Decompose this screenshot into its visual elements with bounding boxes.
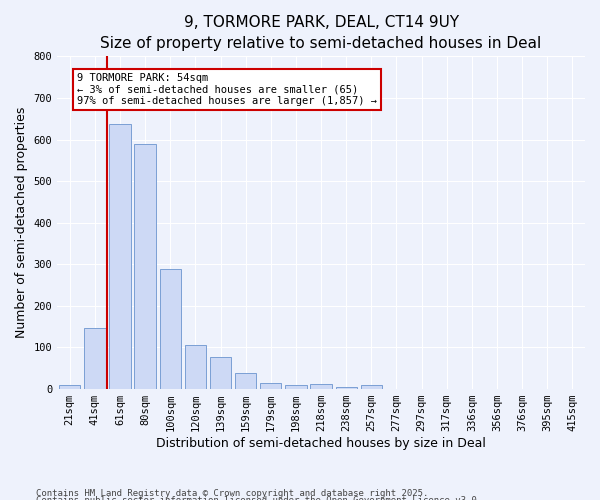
Bar <box>134 144 156 389</box>
Text: Contains public sector information licensed under the Open Government Licence v3: Contains public sector information licen… <box>36 496 482 500</box>
Text: Contains HM Land Registry data © Crown copyright and database right 2025.: Contains HM Land Registry data © Crown c… <box>36 488 428 498</box>
X-axis label: Distribution of semi-detached houses by size in Deal: Distribution of semi-detached houses by … <box>156 437 486 450</box>
Bar <box>335 387 357 389</box>
Bar <box>210 356 231 389</box>
Bar <box>59 385 80 389</box>
Bar <box>185 346 206 389</box>
Bar <box>160 270 181 389</box>
Bar <box>260 383 281 389</box>
Bar <box>109 124 131 389</box>
Bar <box>235 374 256 389</box>
Title: 9, TORMORE PARK, DEAL, CT14 9UY
Size of property relative to semi-detached house: 9, TORMORE PARK, DEAL, CT14 9UY Size of … <box>100 15 542 51</box>
Bar <box>84 328 106 389</box>
Bar <box>285 385 307 389</box>
Bar <box>310 384 332 389</box>
Y-axis label: Number of semi-detached properties: Number of semi-detached properties <box>15 107 28 338</box>
Bar <box>361 385 382 389</box>
Text: 9 TORMORE PARK: 54sqm
← 3% of semi-detached houses are smaller (65)
97% of semi-: 9 TORMORE PARK: 54sqm ← 3% of semi-detac… <box>77 73 377 106</box>
